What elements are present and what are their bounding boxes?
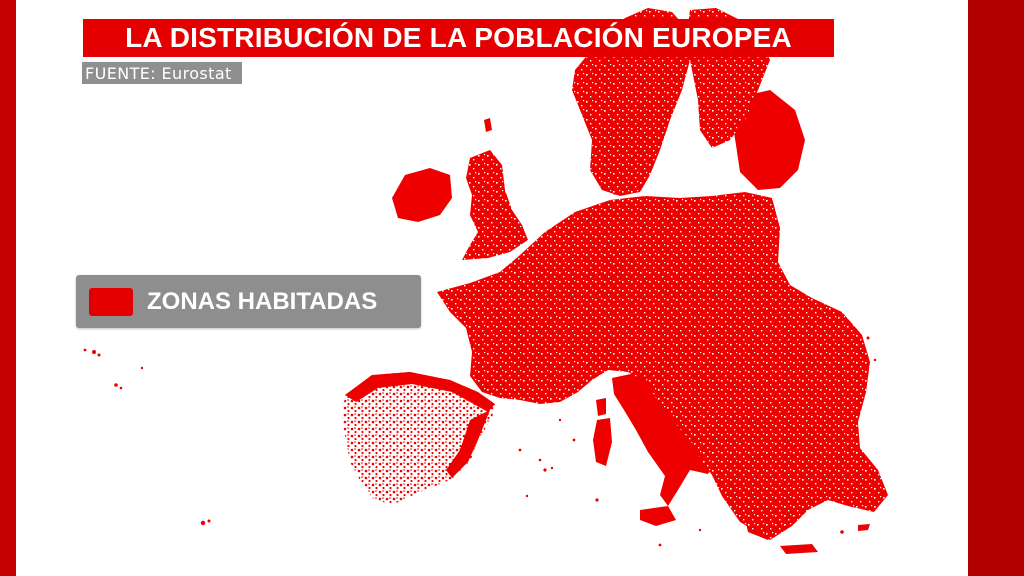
source-banner: FUENTE: Eurostat: [82, 62, 242, 84]
crete: [780, 544, 818, 554]
left-border: [0, 0, 16, 576]
legend-label: ZONAS HABITADAS: [147, 287, 378, 315]
cyprus: [858, 524, 870, 531]
shetland: [484, 118, 492, 132]
right-border: [968, 0, 1024, 576]
source-label: FUENTE: Eurostat: [85, 63, 232, 83]
italy-region: [612, 372, 716, 506]
ireland: [392, 168, 452, 222]
legend-swatch: [89, 287, 133, 316]
sicily: [640, 506, 676, 526]
title-banner: LA DISTRIBUCIÓN DE LA POBLACIÓN EUROPEA: [83, 19, 834, 57]
iberia-coast: [345, 372, 495, 412]
page-title: LA DISTRIBUCIÓN DE LA POBLACIÓN EUROPEA: [125, 22, 792, 53]
iberia-east-coast: [446, 410, 490, 478]
corsica: [596, 398, 606, 416]
map-legend: ZONAS HABITADAS: [76, 275, 421, 328]
sardinia: [593, 418, 612, 466]
baltic-states: [732, 90, 805, 190]
